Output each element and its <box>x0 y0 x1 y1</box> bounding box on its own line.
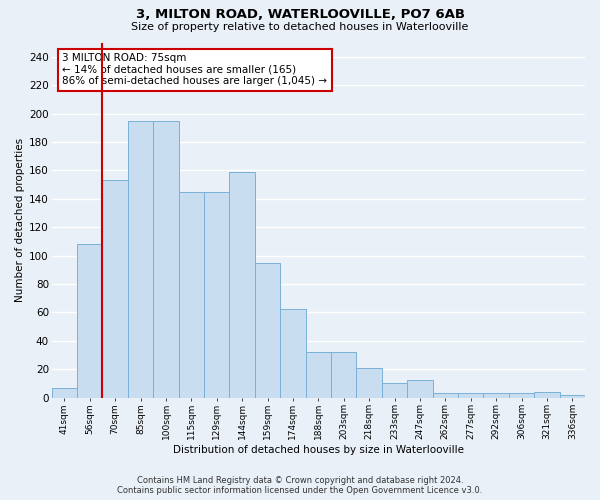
Bar <box>331 352 356 398</box>
Bar <box>179 192 204 398</box>
Bar <box>204 192 229 398</box>
Bar <box>509 394 534 398</box>
Bar <box>305 352 331 398</box>
Bar <box>77 244 103 398</box>
Bar <box>458 394 484 398</box>
Bar <box>128 120 153 398</box>
Bar <box>153 120 179 398</box>
Bar <box>52 388 77 398</box>
Bar <box>280 310 305 398</box>
Bar <box>356 368 382 398</box>
Bar <box>560 394 585 398</box>
Bar <box>407 380 433 398</box>
Bar <box>433 394 458 398</box>
Text: Size of property relative to detached houses in Waterlooville: Size of property relative to detached ho… <box>131 22 469 32</box>
Y-axis label: Number of detached properties: Number of detached properties <box>15 138 25 302</box>
Bar <box>382 384 407 398</box>
Bar <box>484 394 509 398</box>
Text: 3, MILTON ROAD, WATERLOOVILLE, PO7 6AB: 3, MILTON ROAD, WATERLOOVILLE, PO7 6AB <box>136 8 464 20</box>
Bar <box>103 180 128 398</box>
Text: Contains HM Land Registry data © Crown copyright and database right 2024.
Contai: Contains HM Land Registry data © Crown c… <box>118 476 482 495</box>
Bar <box>229 172 255 398</box>
Bar <box>534 392 560 398</box>
Text: 3 MILTON ROAD: 75sqm
← 14% of detached houses are smaller (165)
86% of semi-deta: 3 MILTON ROAD: 75sqm ← 14% of detached h… <box>62 53 328 86</box>
X-axis label: Distribution of detached houses by size in Waterlooville: Distribution of detached houses by size … <box>173 445 464 455</box>
Bar <box>255 262 280 398</box>
